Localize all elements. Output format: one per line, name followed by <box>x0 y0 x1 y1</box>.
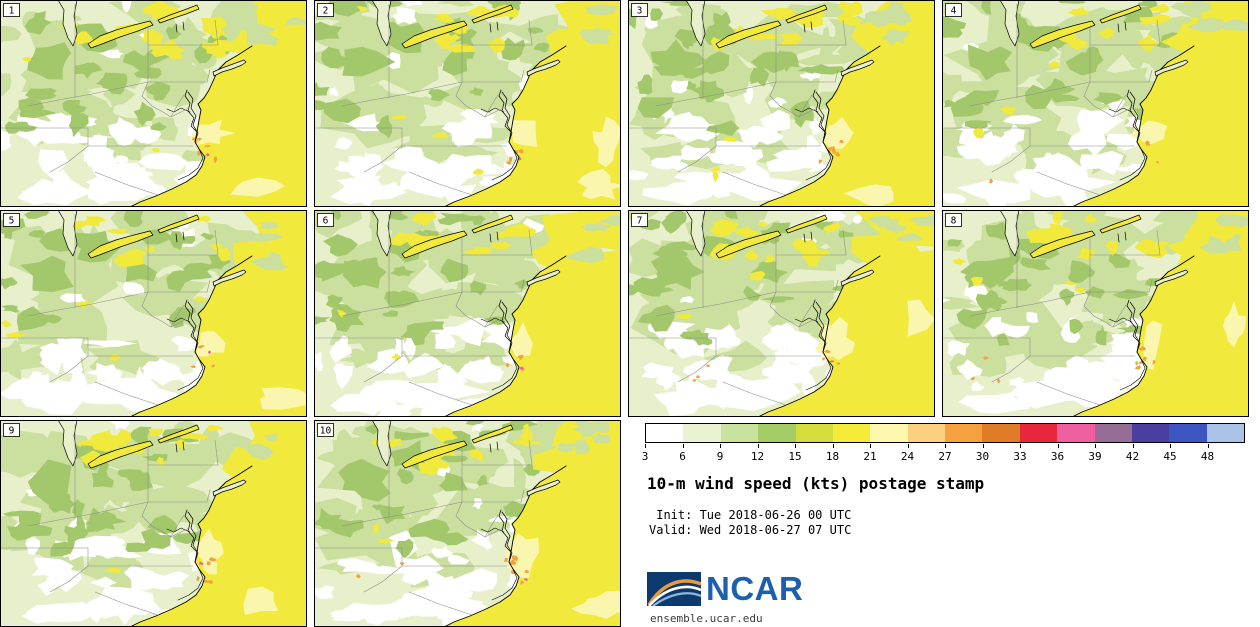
colorbar-tick <box>1207 444 1209 448</box>
panel-number: 3 <box>637 6 643 17</box>
colorbar-tick <box>832 444 834 448</box>
ncar-logo: NCAR <box>647 570 803 608</box>
legend-area: 3 6 9 12 15 18 21 24 27 30 33 36 39 42 45 48 10-m wind … <box>641 420 1255 627</box>
forecast-panel-7: 7 <box>628 210 935 417</box>
ncar-logo-text: NCAR <box>706 570 804 607</box>
forecast-panel-8: 8 <box>942 210 1249 417</box>
colorbar-tick <box>907 444 909 448</box>
colorbar-tick-label: 12 <box>750 450 765 463</box>
forecast-panel-10: 10 <box>314 420 621 627</box>
colorbar-tick <box>645 444 646 448</box>
colorbar-segment <box>1057 424 1095 442</box>
colorbar-segment <box>720 424 759 442</box>
ncar-logo-mark <box>647 572 701 606</box>
panel-number: 10 <box>320 426 332 437</box>
panel-number: 2 <box>323 6 329 17</box>
colorbar-tick-label: 18 <box>825 450 840 463</box>
colorbar-tick <box>795 444 796 448</box>
panel-number: 7 <box>637 216 643 227</box>
forecast-panel-9: 9 <box>0 420 307 627</box>
wind-map: 8 <box>942 210 1249 417</box>
panel-number: 6 <box>323 216 329 227</box>
forecast-panel-5: 5 <box>0 210 307 417</box>
colorbar-tick-label: 39 <box>1088 450 1102 463</box>
panel-number: 4 <box>951 6 957 17</box>
colorbar-segment <box>982 424 1020 442</box>
wind-map: 6 <box>314 210 621 417</box>
colorbar-ticks: 3 6 9 12 15 18 21 24 27 30 33 36 39 42 45 48 <box>641 444 1245 466</box>
forecast-panel-4: 4 <box>942 0 1249 207</box>
colorbar-tick <box>945 444 946 448</box>
colorbar-tick-label: 3 <box>641 450 649 463</box>
colorbar-tick-label: 36 <box>1050 450 1065 463</box>
colorbar-tick <box>1132 444 1134 448</box>
colorbar-tick <box>870 444 871 448</box>
valid-time-label: Valid: Wed 2018-06-27 07 UTC <box>649 523 852 537</box>
colorbar-tick-label: 45 <box>1163 450 1177 463</box>
colorbar-tick <box>757 444 759 448</box>
product-title: 10-m wind speed (kts) postage stamp <box>647 474 985 493</box>
panel-number: 5 <box>9 216 15 227</box>
colorbar-tick-label: 24 <box>900 450 915 463</box>
colorbar-segment <box>795 424 833 442</box>
colorbar-segment <box>683 424 721 442</box>
forecast-panel-3: 3 <box>628 0 935 207</box>
colorbar-tick-label: 15 <box>788 450 802 463</box>
colorbar <box>645 423 1245 443</box>
colorbar-segment <box>1206 424 1244 442</box>
wind-map: 2 <box>314 0 621 207</box>
wind-map: 1 <box>0 0 307 207</box>
init-time-label: Init: Tue 2018-06-26 00 UTC <box>649 508 852 522</box>
colorbar-tick <box>682 444 684 448</box>
colorbar-tick-label: 42 <box>1125 450 1140 463</box>
colorbar-tick-label: 21 <box>863 450 877 463</box>
panel-number: 1 <box>9 6 15 17</box>
colorbar-tick <box>1020 444 1021 448</box>
forecast-panel-1: 1 <box>0 0 307 207</box>
colorbar-tick-label: 48 <box>1200 450 1215 463</box>
colorbar-segment <box>907 424 945 442</box>
colorbar-tick <box>1095 444 1096 448</box>
panel-number: 8 <box>951 216 957 227</box>
colorbar-segment <box>832 424 871 442</box>
colorbar-segment <box>945 424 983 442</box>
colorbar-tick-label: 27 <box>938 450 952 463</box>
colorbar-segment <box>1131 424 1170 442</box>
panel-number: 9 <box>9 426 15 437</box>
colorbar-tick <box>982 444 984 448</box>
wind-map: 4 <box>942 0 1249 207</box>
wind-map: 9 <box>0 420 307 627</box>
colorbar-segment <box>870 424 908 442</box>
colorbar-segment <box>646 424 684 442</box>
forecast-panel-2: 2 <box>314 0 621 207</box>
colorbar-segment <box>1094 424 1132 442</box>
colorbar-tick <box>1057 444 1059 448</box>
wind-map: 10 <box>314 420 621 627</box>
colorbar-segment <box>1169 424 1207 442</box>
wind-map: 3 <box>628 0 935 207</box>
colorbar-tick <box>1170 444 1171 448</box>
colorbar-tick-label: 6 <box>679 450 686 463</box>
wind-map: 5 <box>0 210 307 417</box>
colorbar-tick <box>720 444 721 448</box>
colorbar-segment <box>758 424 796 442</box>
site-url: ensemble.ucar.edu <box>650 612 763 625</box>
forecast-panel-6: 6 <box>314 210 621 417</box>
colorbar-segment <box>1019 424 1058 442</box>
colorbar-tick-label: 33 <box>1013 450 1027 463</box>
colorbar-tick-label: 30 <box>975 450 990 463</box>
colorbar-tick-label: 9 <box>716 450 724 463</box>
wind-map: 7 <box>628 210 935 417</box>
